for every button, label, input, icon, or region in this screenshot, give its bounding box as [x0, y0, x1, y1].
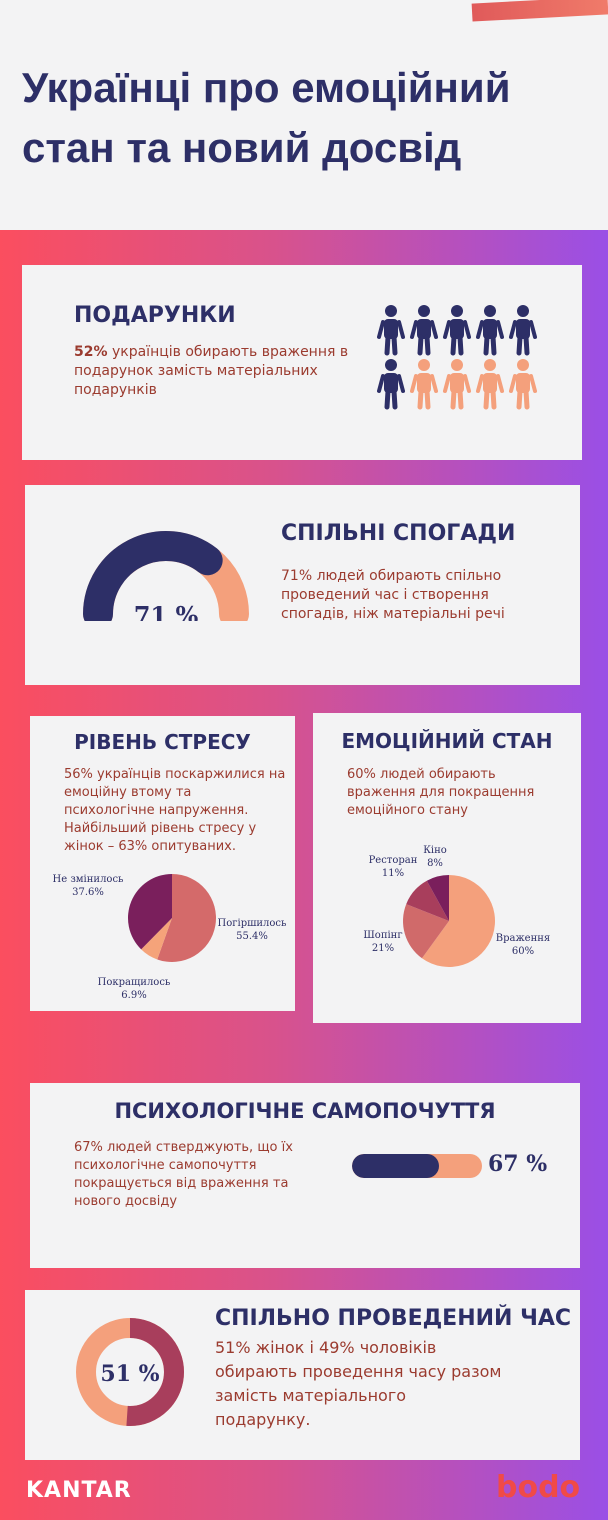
person-icon [509, 305, 537, 356]
memories-heading: СПІЛЬНІ СПОГАДИ [281, 521, 516, 546]
page-title: Українці про емоційний стан та новий дос… [22, 64, 511, 171]
gifts-card: ПОДАРУНКИ 52% українців обирають враженн… [22, 265, 582, 460]
wellbeing-value: 67 % [488, 1151, 548, 1177]
ring-chart: 51 % [76, 1318, 184, 1426]
person-icon [476, 359, 504, 410]
bodo-logo: bodo [496, 1470, 581, 1505]
person-icon [476, 305, 504, 356]
wellbeing-heading: ПСИХОЛОГІЧНЕ САМОПОЧУТТЯ [114, 1099, 496, 1123]
memories-card: 71 % СПІЛЬНІ СПОГАДИ 71% людей обирають … [25, 485, 580, 685]
pie-label: Кіно [423, 845, 447, 856]
pie-slice [421, 875, 495, 967]
together-text: 51% жінок і 49% чоловіків обирають прове… [215, 1338, 502, 1429]
wellbeing-bar [352, 1154, 482, 1178]
stress-card: РІВЕНЬ СТРЕСУ 56% українців поскаржилися… [30, 716, 295, 1011]
pie-slice [403, 904, 449, 959]
pie-slice [406, 880, 449, 921]
stress-text: 56% українців поскаржилися на емоційну в… [64, 767, 286, 854]
pie-value-label: 11% [382, 868, 404, 879]
stress-pie-chart: Погіршилось 55.4% Покращилось 6.9% Не змінил… [53, 874, 288, 1001]
together-card: 51 % СПІЛЬНО ПРОВЕДЕНИЙ ЧАС 51% жінок і … [25, 1290, 580, 1460]
pie-slice [127, 874, 172, 950]
emotional-pie-chart: Враження 60% Шопінг 21% Ресторан 11% Кіно 8% [363, 845, 550, 967]
person-icon [410, 359, 438, 410]
decorative-strip [471, 0, 608, 22]
semi-gauge: 71 % [83, 531, 249, 621]
pie-label: Покращилось [98, 977, 171, 988]
together-heading: СПІЛЬНО ПРОВЕДЕНИЙ ЧАС [215, 1306, 572, 1331]
pie-label: Погіршилось [218, 918, 288, 929]
pie-value-label: 55.4% [236, 931, 268, 942]
person-icon [377, 305, 405, 356]
stress-heading: РІВЕНЬ СТРЕСУ [74, 730, 251, 754]
pie-value-label: 60% [512, 946, 534, 957]
pie-slice [426, 875, 449, 921]
pie-label: Ресторан [369, 855, 418, 866]
gifts-heading: ПОДАРУНКИ [74, 303, 236, 328]
wellbeing-card: ПСИХОЛОГІЧНЕ САМОПОЧУТТЯ 67% людей ствер… [30, 1083, 580, 1268]
person-icon [443, 359, 471, 410]
wellbeing-text: 67% людей стверджують, що їх психологічн… [74, 1140, 293, 1209]
pie-label: Не змінилось [53, 874, 125, 885]
person-icon [443, 305, 471, 356]
person-icon [377, 359, 405, 410]
gifts-text: 52% українців обирають враження в подару… [74, 344, 349, 398]
pie-value-label: 21% [372, 943, 394, 954]
pie-value-label: 6.9% [121, 990, 146, 1001]
pie-slice [141, 918, 172, 960]
pie-label: Шопінг [363, 930, 402, 941]
person-icon [509, 359, 537, 410]
emotional-heading: ЕМОЦІЙНИЙ СТАН [341, 729, 553, 753]
pie-value-label: 37.6% [72, 887, 104, 898]
people-icons [377, 305, 537, 410]
emotional-text: 60% людей обирають враження для покращен… [347, 767, 535, 818]
emotional-card: ЕМОЦІЙНИЙ СТАН 60% людей обирають вражен… [313, 713, 581, 1023]
memories-text: 71% людей обирають спільно проведений ча… [281, 568, 505, 622]
wellbeing-bar-fill [352, 1154, 440, 1178]
kantar-logo: KANTAR [26, 1478, 132, 1503]
together-value: 51 % [100, 1361, 159, 1387]
pie-label: Враження [496, 933, 550, 944]
memories-value: 71 % [134, 601, 199, 621]
pie-slice [157, 874, 216, 962]
pie-value-label: 8% [427, 858, 443, 869]
person-icon [410, 305, 438, 356]
